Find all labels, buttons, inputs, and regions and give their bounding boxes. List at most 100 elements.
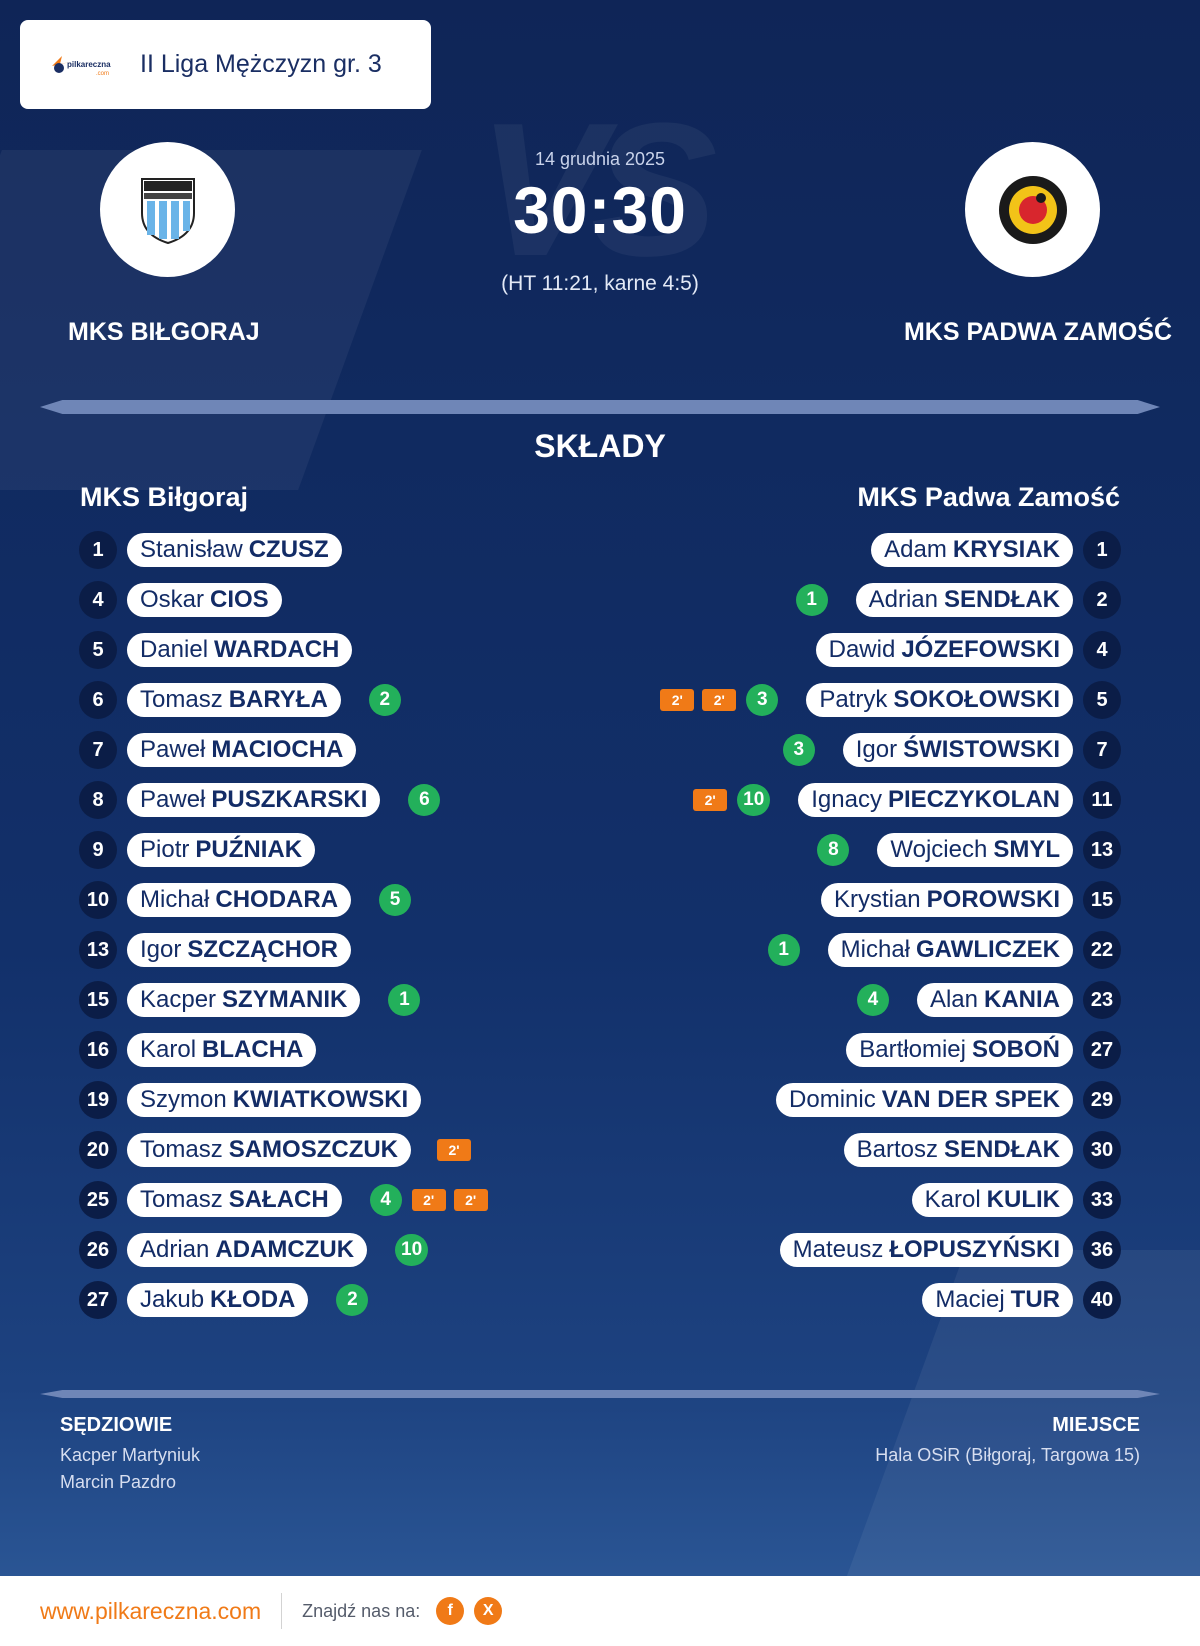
player-row: 1 Adam KRYSIAK bbox=[561, 525, 1121, 575]
player-name: Bartłomiej SOBOŃ bbox=[846, 1033, 1073, 1067]
player-name: Jakub KŁODA bbox=[127, 1283, 309, 1317]
player-number: 20 bbox=[79, 1131, 117, 1169]
player-last-name: PUŹNIAK bbox=[195, 836, 303, 863]
player-number: 8 bbox=[79, 781, 117, 819]
vs-watermark: VS bbox=[478, 84, 717, 296]
player-number: 4 bbox=[79, 581, 117, 619]
player-last-name: CIOS bbox=[210, 586, 269, 613]
svg-text:.com: .com bbox=[96, 71, 109, 77]
player-first-name: Igor bbox=[855, 736, 898, 763]
player-name: Dawid JÓZEFOWSKI bbox=[815, 633, 1073, 667]
player-last-name: ŚWISTOWSKI bbox=[903, 736, 1060, 763]
player-first-name: Kacper bbox=[140, 986, 217, 1013]
player-last-name: KŁODA bbox=[210, 1286, 296, 1313]
player-first-name: Michał bbox=[140, 886, 210, 913]
player-last-name: WARDACH bbox=[214, 636, 340, 663]
player-last-name: KWIATKOWSKI bbox=[232, 1086, 409, 1113]
site-link[interactable]: www.pilkareczna.com bbox=[40, 1597, 262, 1624]
player-name: Karol BLACHA bbox=[127, 1033, 317, 1067]
home-lineup-title: MKS Biłgoraj bbox=[80, 482, 249, 512]
player-number: 6 bbox=[79, 681, 117, 719]
player-name: Michał GAWLICZEK bbox=[827, 933, 1073, 967]
player-number: 7 bbox=[1083, 731, 1121, 769]
player-number: 27 bbox=[1083, 1031, 1121, 1069]
player-last-name: PIECZYKOLAN bbox=[887, 786, 1060, 813]
pilkareczna-logo-icon: pilkareczna .com bbox=[50, 50, 122, 80]
player-last-name: ŁOPUSZYŃSKI bbox=[889, 1236, 1060, 1263]
player-name: Oskar CIOS bbox=[127, 583, 282, 617]
player-stats: 10 bbox=[389, 1234, 434, 1266]
player-row: 19 Szymon KWIATKOWSKI bbox=[79, 1075, 639, 1125]
player-last-name: KANIA bbox=[984, 986, 1060, 1013]
player-last-name: BARYŁA bbox=[228, 686, 328, 713]
x-icon[interactable]: X bbox=[474, 1597, 503, 1625]
player-number: 11 bbox=[1083, 781, 1121, 819]
player-last-name: POROWSKI bbox=[926, 886, 1060, 913]
goals-badge: 5 bbox=[379, 884, 412, 916]
player-number: 16 bbox=[79, 1031, 117, 1069]
player-first-name: Karol bbox=[140, 1036, 197, 1063]
suspension-badge: 2' bbox=[437, 1139, 472, 1161]
referee-name: Marcin Pazdro bbox=[60, 1472, 177, 1492]
player-name: Tomasz BARYŁA bbox=[127, 683, 341, 717]
goals-badge: 1 bbox=[795, 584, 828, 616]
venue-title: MIEJSCE bbox=[1052, 1414, 1140, 1436]
player-name: Igor SZCZĄCHOR bbox=[127, 933, 352, 967]
footer-bar: www.pilkareczna.com Znajdź nas na: f X bbox=[0, 1576, 1200, 1646]
player-last-name: KULIK bbox=[986, 1186, 1060, 1213]
score-note: (HT 11:21, karne 4:5) bbox=[501, 272, 699, 295]
footer-separator bbox=[281, 1593, 283, 1629]
player-number: 4 bbox=[1083, 631, 1121, 669]
player-last-name: VAN DER SPEK bbox=[881, 1086, 1060, 1113]
player-first-name: Adrian bbox=[868, 586, 938, 613]
goals-badge: 1 bbox=[767, 934, 800, 966]
player-name: Dominic VAN DER SPEK bbox=[776, 1083, 1073, 1117]
player-number: 7 bbox=[79, 731, 117, 769]
goals-badge: 2 bbox=[368, 684, 401, 716]
player-first-name: Szymon bbox=[140, 1086, 227, 1113]
player-row: 23 Alan KANIA 4 bbox=[561, 975, 1121, 1025]
player-number: 19 bbox=[79, 1081, 117, 1119]
player-name: Adrian ADAMCZUK bbox=[127, 1233, 368, 1267]
player-first-name: Tomasz bbox=[140, 1186, 223, 1213]
away-lineup: 1 Adam KRYSIAK 2 Adrian SENDŁAK 1 4 Dawid JÓZEFOW… bbox=[561, 525, 1121, 1325]
away-team-logo bbox=[965, 142, 1100, 277]
league-card: pilkareczna .com II Liga Mężczyzn gr. 3 bbox=[20, 20, 431, 109]
player-row: 27 Jakub KŁODA 2 bbox=[79, 1275, 639, 1325]
player-name: Tomasz SAMOSZCZUK bbox=[127, 1133, 412, 1167]
player-number: 27 bbox=[79, 1281, 117, 1319]
player-stats: 1 bbox=[382, 984, 426, 1016]
player-first-name: Stanisław bbox=[140, 536, 243, 563]
player-first-name: Daniel bbox=[140, 636, 209, 663]
player-name: Alan KANIA bbox=[916, 983, 1073, 1017]
player-name: Adrian SENDŁAK bbox=[855, 583, 1073, 617]
svg-text:pilkareczna: pilkareczna bbox=[67, 60, 111, 69]
player-name: Patryk SOKOŁOWSKI bbox=[806, 683, 1073, 717]
player-first-name: Bartłomiej bbox=[859, 1036, 966, 1063]
player-name: Paweł PUSZKARSKI bbox=[127, 783, 381, 817]
player-row: 5 Daniel WARDACH bbox=[79, 625, 639, 675]
player-last-name: SAŁACH bbox=[228, 1186, 329, 1213]
facebook-icon[interactable]: f bbox=[436, 1597, 465, 1625]
goals-badge: 3 bbox=[782, 734, 815, 766]
goals-badge: 4 bbox=[369, 1184, 402, 1216]
player-stats: 2' bbox=[433, 1139, 475, 1161]
player-stats: 5 bbox=[373, 884, 417, 916]
player-name: Piotr PUŹNIAK bbox=[127, 833, 316, 867]
player-name: Ignacy PIECZYKOLAN bbox=[798, 783, 1073, 817]
player-name: Bartosz SENDŁAK bbox=[843, 1133, 1073, 1167]
league-name: II Liga Mężczyzn gr. 3 bbox=[140, 50, 382, 78]
player-name: Tomasz SAŁACH bbox=[127, 1183, 342, 1217]
player-row: 30 Bartosz SENDŁAK bbox=[561, 1125, 1121, 1175]
player-stats: 3 bbox=[777, 734, 821, 766]
player-row: 8 Paweł PUSZKARSKI 6 bbox=[79, 775, 639, 825]
player-number: 29 bbox=[1083, 1081, 1121, 1119]
player-last-name: CHODARA bbox=[215, 886, 339, 913]
player-first-name: Dominic bbox=[789, 1086, 876, 1113]
suspension-badge: 2' bbox=[453, 1189, 488, 1211]
player-name: Wojciech SMYL bbox=[877, 833, 1073, 867]
player-name: Krystian POROWSKI bbox=[820, 883, 1073, 917]
player-first-name: Patryk bbox=[819, 686, 888, 713]
home-team-logo bbox=[100, 142, 235, 277]
goals-badge: 2 bbox=[336, 1284, 369, 1316]
